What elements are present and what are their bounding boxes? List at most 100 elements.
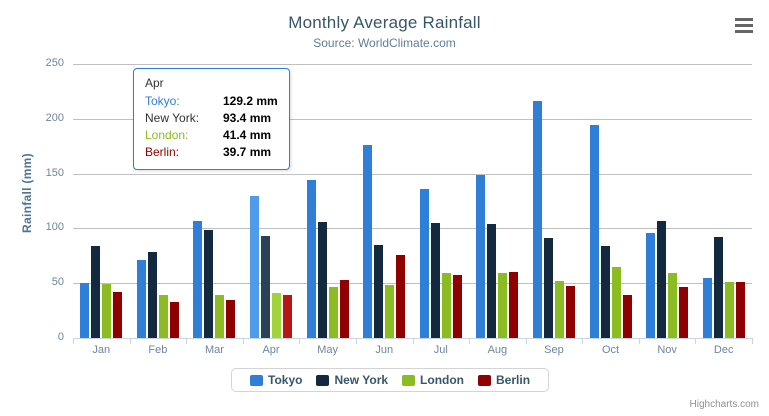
column-bar[interactable] <box>543 238 553 338</box>
column-bar[interactable] <box>91 246 101 338</box>
x-axis-tick-label: May <box>317 344 339 356</box>
column-bar[interactable] <box>487 223 497 338</box>
column-bar[interactable] <box>565 285 575 338</box>
column-bar[interactable] <box>589 125 599 338</box>
column-group[interactable] <box>306 64 349 338</box>
column-bar[interactable] <box>193 221 203 338</box>
column-bar[interactable] <box>306 180 316 338</box>
column-bar[interactable] <box>147 251 157 338</box>
column-bar[interactable] <box>430 222 440 338</box>
column-bar[interactable] <box>679 286 689 338</box>
column-bar[interactable] <box>169 301 179 338</box>
column-group[interactable] <box>250 64 293 338</box>
column-bar[interactable] <box>363 145 373 338</box>
column-group[interactable] <box>80 64 123 338</box>
column-group[interactable] <box>646 64 689 338</box>
column-bar[interactable] <box>204 230 214 338</box>
x-axis-tick <box>582 338 584 344</box>
column-bar[interactable] <box>735 282 745 338</box>
column-bar[interactable] <box>476 175 486 338</box>
y-axis-title: Rainfall (mm) <box>20 153 34 233</box>
gridline <box>73 228 752 230</box>
credits-link[interactable]: Highcharts.com <box>689 399 759 410</box>
column-group[interactable] <box>532 64 575 338</box>
column-bar[interactable] <box>261 235 271 338</box>
column-bar[interactable] <box>509 271 519 338</box>
legend-item-tokyo[interactable]: Tokyo <box>250 373 302 387</box>
column-bar[interactable] <box>724 281 734 338</box>
column-bar[interactable] <box>702 278 712 338</box>
tooltip-row: London: 41.4 mm <box>145 127 278 144</box>
column-bar[interactable] <box>532 100 542 338</box>
column-bar[interactable] <box>339 280 349 338</box>
column-bar[interactable] <box>328 286 338 338</box>
x-axis-tick <box>412 338 414 344</box>
column-bar[interactable] <box>441 273 451 338</box>
column-bar[interactable] <box>374 245 384 338</box>
legend-swatch-icon <box>402 374 416 386</box>
column-bar[interactable] <box>419 189 429 338</box>
chart-legend: Tokyo New York London Berlin <box>231 368 550 392</box>
x-axis-tick-label: Apr <box>262 344 280 356</box>
y-axis-tick-label: 150 <box>45 166 64 179</box>
gridline <box>73 173 752 175</box>
plot-area <box>73 64 752 338</box>
column-bar[interactable] <box>158 295 168 338</box>
column-bar[interactable] <box>498 272 508 338</box>
legend-item-berlin[interactable]: Berlin <box>478 373 530 387</box>
x-axis-tick-label: Feb <box>148 344 168 356</box>
hamburger-bar <box>735 24 753 27</box>
column-bar[interactable] <box>283 294 293 338</box>
column-bar[interactable] <box>317 221 327 338</box>
column-bar[interactable] <box>646 233 656 338</box>
x-axis-tick <box>299 338 301 344</box>
column-group[interactable] <box>363 64 406 338</box>
x-axis-tick <box>752 338 753 344</box>
x-axis-tick-label: Aug <box>487 344 508 356</box>
column-bar[interactable] <box>272 292 282 338</box>
gridline <box>73 118 752 120</box>
column-bar[interactable] <box>396 255 406 338</box>
column-group[interactable] <box>702 64 745 338</box>
column-group[interactable] <box>476 64 519 338</box>
column-bar[interactable] <box>657 221 667 338</box>
tooltip-row: Berlin: 39.7 mm <box>145 144 278 161</box>
column-bar[interactable] <box>668 273 678 338</box>
tooltip-series-value: 39.7 mm <box>223 145 272 159</box>
tooltip-series-name: New York: <box>145 111 200 125</box>
column-group[interactable] <box>589 64 632 338</box>
series-tooltip: Apr Tokyo: 129.2 mm New York: 93.4 mm London… <box>133 68 290 170</box>
x-axis-tick <box>695 338 697 344</box>
column-bar[interactable] <box>554 280 564 338</box>
x-axis-tick <box>355 338 357 344</box>
column-bar[interactable] <box>226 300 236 338</box>
column-bar[interactable] <box>113 291 123 338</box>
tooltip-row: New York: 93.4 mm <box>145 110 278 127</box>
column-bar[interactable] <box>611 266 621 338</box>
column-bar[interactable] <box>385 285 395 338</box>
column-bar[interactable] <box>600 246 610 338</box>
x-axis-tick-label: Nov <box>657 344 677 356</box>
legend-item-new-york[interactable]: New York <box>316 373 388 387</box>
column-bar[interactable] <box>622 295 632 338</box>
column-bar[interactable] <box>452 275 462 338</box>
column-bar[interactable] <box>713 236 723 338</box>
column-bar[interactable] <box>250 196 260 338</box>
legend-item-london[interactable]: London <box>402 373 464 387</box>
tooltip-series-value: 93.4 mm <box>223 111 272 125</box>
hamburger-bar <box>735 30 753 33</box>
x-axis-tick-label: Jun <box>375 344 394 356</box>
tooltip-series-value: 129.2 mm <box>223 94 278 108</box>
column-bar[interactable] <box>102 284 112 338</box>
hamburger-menu-icon[interactable] <box>732 14 756 36</box>
x-axis-tick <box>469 338 471 344</box>
column-bar[interactable] <box>136 259 146 338</box>
column-bar[interactable] <box>215 294 225 338</box>
tooltip-row: Tokyo: 129.2 mm <box>145 93 278 110</box>
column-group[interactable] <box>193 64 236 338</box>
x-axis-tick-label: Mar <box>204 344 224 356</box>
column-group[interactable] <box>419 64 462 338</box>
chart-title: Monthly Average Rainfall <box>288 13 481 32</box>
column-bar[interactable] <box>80 283 90 338</box>
column-group[interactable] <box>136 64 179 338</box>
